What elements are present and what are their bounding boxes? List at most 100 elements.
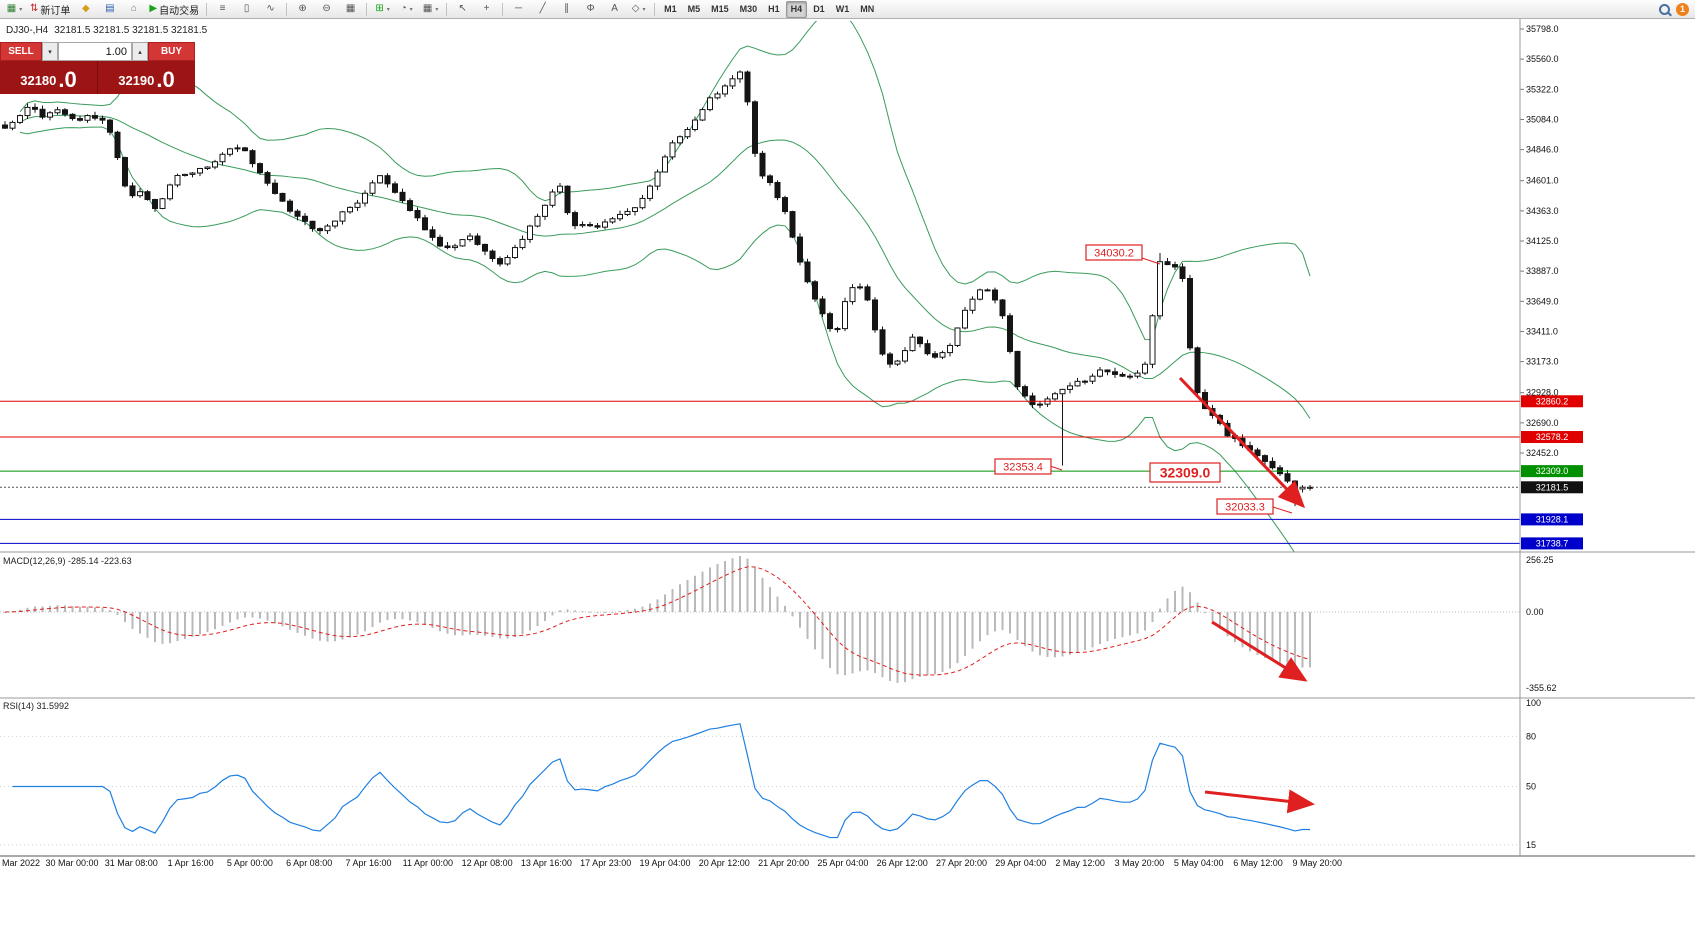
- trend-arrow: [1178, 376, 1306, 509]
- text-button[interactable]: A: [603, 0, 626, 18]
- svg-text:100: 100: [1526, 698, 1541, 708]
- tile-windows-button[interactable]: ▦: [339, 0, 362, 18]
- timeframe-h4-button[interactable]: H4: [785, 0, 808, 18]
- bar-chart-icon: ≡: [219, 3, 226, 14]
- zoom-in-icon: ⊕: [298, 3, 307, 14]
- svg-text:34030.2: 34030.2: [1094, 247, 1134, 259]
- price-scale-tags: 32860.2 32578.2 32309.0 32181.5 31928.1 31738…: [1521, 395, 1583, 550]
- svg-text:32353.4: 32353.4: [1003, 461, 1043, 473]
- svg-text:31 Mar 08:00: 31 Mar 08:00: [105, 858, 158, 868]
- cursor-icon: ↖: [458, 3, 467, 14]
- toolbar-separator: [654, 2, 656, 16]
- buy-button[interactable]: BUY: [148, 42, 195, 61]
- svg-text:32860.2: 32860.2: [1536, 396, 1569, 406]
- fibonacci-button[interactable]: Φ: [579, 0, 602, 18]
- templates-button[interactable]: ▦ ▾: [419, 0, 442, 18]
- toolbar-separator: [502, 2, 504, 16]
- svg-text:1 Apr 16:00: 1 Apr 16:00: [168, 858, 214, 868]
- arrows-button[interactable]: ◇ ▾: [627, 0, 650, 18]
- svg-text:12 Apr 08:00: 12 Apr 08:00: [462, 858, 513, 868]
- svg-text:13 Apr 16:00: 13 Apr 16:00: [521, 858, 572, 868]
- svg-text:25 Apr 04:00: 25 Apr 04:00: [817, 858, 868, 868]
- svg-text:32928.0: 32928.0: [1526, 388, 1559, 398]
- channel-button[interactable]: ∥: [555, 0, 578, 18]
- svg-text:33887.0: 33887.0: [1526, 266, 1559, 276]
- volume-decrease-button[interactable]: ▾: [42, 42, 58, 61]
- navigator-button[interactable]: ⌂: [122, 0, 145, 18]
- zoom-out-button[interactable]: ⊖: [315, 0, 338, 18]
- chart-symbol-header: DJ30-,H4 32181.5 32181.5 32181.5 32181.5: [6, 25, 207, 36]
- indicators-button[interactable]: ⊞ ▾: [371, 0, 394, 18]
- svg-text:35322.0: 35322.0: [1526, 84, 1559, 94]
- text-icon: A: [611, 3, 618, 14]
- new-chart-button[interactable]: ▦ ▾: [3, 0, 26, 18]
- search-icon[interactable]: [1659, 3, 1670, 15]
- svg-text:11 Apr 00:00: 11 Apr 00:00: [403, 858, 453, 868]
- chart-ohlc-values: 32181.5 32181.5 32181.5 32181.5: [54, 25, 208, 36]
- timeframe-m15-button[interactable]: M15: [711, 4, 729, 14]
- svg-text:34601.0: 34601.0: [1526, 176, 1559, 186]
- svg-text:35798.0: 35798.0: [1526, 24, 1559, 34]
- ask-price[interactable]: 32190 .0: [97, 61, 195, 94]
- svg-text:6 Apr 08:00: 6 Apr 08:00: [286, 858, 332, 868]
- sell-button[interactable]: SELL: [0, 42, 42, 61]
- tile-windows-icon: ▦: [345, 3, 356, 14]
- svg-text:35084.0: 35084.0: [1526, 114, 1559, 124]
- bid-price[interactable]: 32180 .0: [0, 61, 97, 94]
- cursor-button[interactable]: ↖: [451, 0, 474, 18]
- new-order-button-label: 新订单: [40, 5, 71, 17]
- timeframe-w1-button[interactable]: W1: [835, 4, 850, 14]
- top-toolbar: ▦ ▾ ⇅ 新订单 ◆ ▤ ⌂ ▶ 自动交易 ≡ ▯ ∿ ⊕ ⊖ ▦ ⊞ ▾ ◔ ▾ ▦ ▾ ↖ + ─ ╱ ∥ Φ A ◇ ▾ M1 M5 M…: [0, 0, 1695, 19]
- one-click-trade-panel: SELL ▾ ▴ BUY 32180 .0 32190 .0: [0, 42, 195, 94]
- svg-text:0.00: 0.00: [1526, 607, 1544, 617]
- timeframe-m5-button[interactable]: M5: [687, 4, 701, 14]
- timeframe-m30-button[interactable]: M30: [739, 4, 758, 14]
- chart-canvas[interactable]: 32860.2 32578.2 32309.0 32181.5 31928.1 31738…: [0, 18, 1695, 939]
- volume-input[interactable]: [58, 42, 132, 61]
- crosshair-button[interactable]: +: [475, 0, 498, 18]
- macd-pane: [0, 556, 1520, 683]
- timeframe-d1-button[interactable]: D1: [813, 4, 825, 14]
- timeframe-m1-button[interactable]: M1: [664, 4, 677, 14]
- svg-text:30 Mar 00:00: 30 Mar 00:00: [45, 858, 98, 868]
- trendline-button[interactable]: ╱: [531, 0, 554, 18]
- svg-text:33411.0: 33411.0: [1526, 326, 1558, 336]
- zoom-in-button[interactable]: ⊕: [291, 0, 314, 18]
- market-watch-button[interactable]: ◆: [74, 0, 97, 18]
- volume-increase-button[interactable]: ▴: [132, 42, 148, 61]
- svg-text:29 Apr 04:00: 29 Apr 04:00: [995, 858, 1046, 868]
- navigator-icon: ⌂: [130, 3, 137, 14]
- svg-text:-355.62: -355.62: [1526, 683, 1557, 693]
- bollinger-bands: [19, 21, 1311, 552]
- indicators-icon: ⊞: [375, 3, 384, 14]
- market-watch-icon: ◆: [82, 3, 90, 14]
- chevron-down-icon: ▾: [19, 6, 23, 13]
- timeframe-h1-button[interactable]: H1: [768, 4, 780, 14]
- line-chart-button[interactable]: ∿: [259, 0, 282, 18]
- svg-text:26 Apr 12:00: 26 Apr 12:00: [877, 858, 928, 868]
- chevron-down-icon: ▾: [642, 6, 646, 13]
- candlestick-chart-icon: ▯: [243, 3, 250, 14]
- svg-text:32309.0: 32309.0: [1536, 466, 1569, 476]
- periods-button[interactable]: ◔ ▾: [395, 0, 418, 18]
- svg-text:5 May 04:00: 5 May 04:00: [1174, 858, 1224, 868]
- fibonacci-icon: Φ: [586, 3, 595, 14]
- data-window-button[interactable]: ▤: [98, 0, 121, 18]
- timeframe-mn-button[interactable]: MN: [860, 4, 875, 14]
- autotrading-button[interactable]: ▶ 自动交易: [146, 0, 202, 18]
- candlestick-chart-button[interactable]: ▯: [235, 0, 258, 18]
- svg-text:34846.0: 34846.0: [1526, 145, 1559, 155]
- chevron-down-icon: ▾: [409, 6, 413, 13]
- bid-price-frac: .0: [58, 67, 77, 92]
- svg-text:27 Apr 20:00: 27 Apr 20:00: [936, 858, 987, 868]
- toolbar-separator: [206, 2, 208, 16]
- autotrading-button-label: 自动交易: [159, 5, 200, 17]
- svg-text:32033.3: 32033.3: [1225, 501, 1265, 513]
- candlesticks: [2, 70, 1313, 507]
- notification-badge[interactable]: 1: [1676, 2, 1689, 16]
- horizontal-line-button[interactable]: ─: [507, 0, 530, 18]
- bar-chart-button[interactable]: ≡: [211, 0, 234, 18]
- svg-text:7 Apr 16:00: 7 Apr 16:00: [345, 858, 391, 868]
- new-order-button[interactable]: ⇅ 新订单: [27, 0, 73, 18]
